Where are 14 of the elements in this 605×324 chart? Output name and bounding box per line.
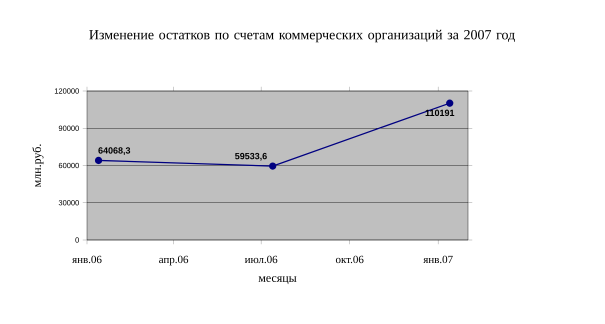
point: [94, 156, 102, 164]
x-tick-label: янв.07: [423, 256, 453, 264]
data-label: 64068,3: [98, 147, 130, 155]
x-axis-title: месяцы: [258, 276, 296, 284]
y-axis-title: млн.руб.: [32, 144, 44, 188]
point: [269, 162, 276, 170]
data-label: 59533,6: [235, 152, 267, 161]
chart-title: Изменение остатков по счетам коммерческих организаций за 2007 год: [89, 30, 515, 42]
x-tick-label: июл.06: [244, 256, 278, 264]
x-tick-label: апр.06: [159, 256, 188, 266]
point: [446, 100, 454, 107]
x-tick-label: янв.06: [72, 256, 102, 264]
x-tick-label: окт.06: [336, 256, 364, 264]
data-label: 110191: [426, 110, 454, 116]
